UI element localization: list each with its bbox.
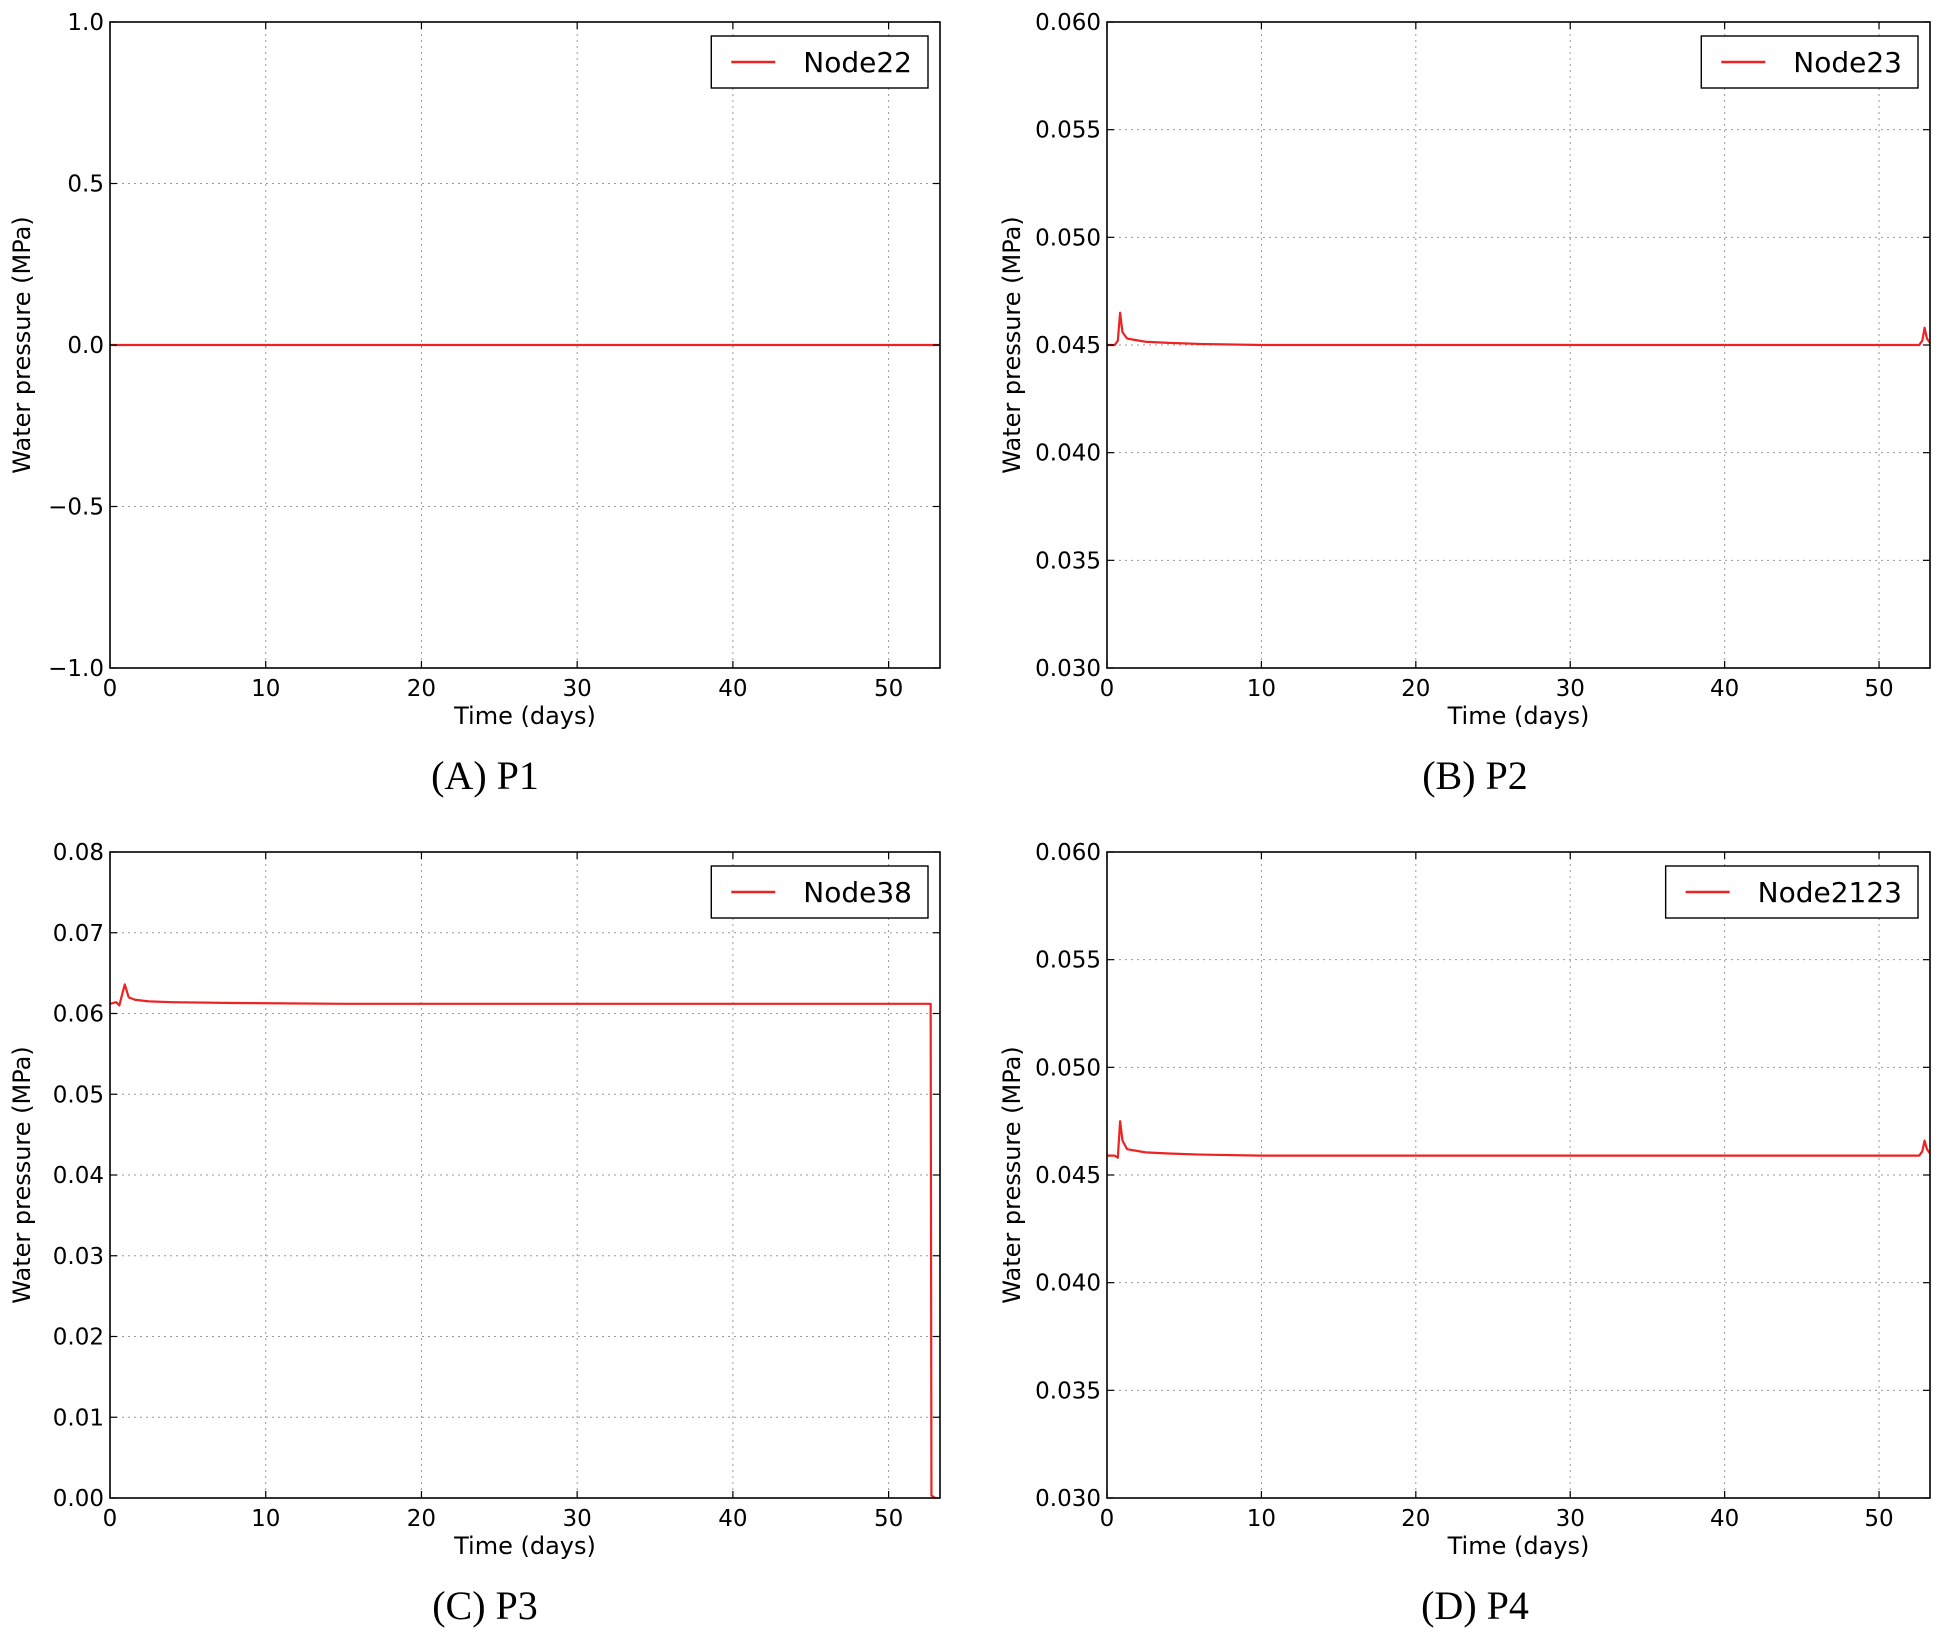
legend-box [710,35,929,89]
x-tick-label: 0 [1100,1506,1115,1532]
chart-svg-c: 0 10 20 30 40 50 0.08 0.07 0.06 0.05 0.04 0.03 0.02 0… [8,840,941,1560]
x-tick-label: 10 [251,676,280,702]
y-tick-label: 0.060 [1035,10,1101,36]
y-tick-label: 0.0 [67,333,104,359]
legend-label: Node38 [803,876,912,909]
y-axis-title: Water pressure (MPa) [8,216,36,473]
x-tick-label: 0 [1100,676,1115,702]
chart-caption-a: (A) P1 [431,753,539,798]
series-line [1107,311,1931,347]
x-tick-label: 30 [1556,1506,1585,1532]
x-tick-label: 50 [1864,1506,1893,1532]
y-tick-label: 0.5 [67,172,104,198]
y-tick-label: 0.055 [1035,948,1101,974]
x-tick-label: 10 [1247,1506,1276,1532]
plot-frame [1106,851,1931,1499]
chart-svg-d: 0 10 20 30 40 50 0.060 0.055 0.050 0.045 0.040 0.03… [998,840,1931,1560]
y-tick-label: 0.050 [1035,1055,1101,1081]
y-axis-title: Water pressure (MPa) [8,1046,36,1303]
chart-caption-c: (C) P3 [432,1583,538,1628]
chart-svg-a: 0 10 20 30 40 50 1.0 0.5 0.0 −0.5 −1.0 Time (days) W… [8,10,941,730]
x-tick-label: 20 [1401,676,1430,702]
x-tick-label: 40 [1710,676,1739,702]
chart-panel-a: 0 10 20 30 40 50 1.0 0.5 0.0 −0.5 −1.0 Time (days) W… [0,0,970,812]
legend-box [1700,35,1919,89]
y-tick-label: 0.030 [1035,1486,1101,1512]
y-tick-label: 0.040 [1035,441,1101,467]
x-tick-label: 40 [1710,1506,1739,1532]
y-tick-label: 0.05 [53,1082,104,1108]
y-tick-label: 0.06 [53,1002,104,1028]
x-axis-title: Time (days) [453,1532,596,1560]
series-line [1107,1120,1931,1159]
legend-label: Node23 [1793,46,1902,79]
y-tick-label: 0.050 [1035,225,1101,251]
x-tick-label: 30 [1556,676,1585,702]
x-tick-label: 50 [874,676,903,702]
y-tick-label: 0.01 [53,1405,104,1431]
legend-box [1664,865,1919,919]
legend-label: Node2123 [1758,876,1902,909]
chart-panel-c: 0 10 20 30 40 50 0.08 0.07 0.06 0.05 0.04 0.03 0.02 0… [0,830,970,1642]
x-tick-label: 20 [407,676,436,702]
y-tick-label: 0.035 [1035,1378,1101,1404]
x-tick-label: 10 [1247,676,1276,702]
chart-caption-b: (B) P2 [1422,753,1528,798]
x-tick-label: 50 [874,1506,903,1532]
y-tick-label: −1.0 [48,656,104,682]
y-tick-label: 0.035 [1035,548,1101,574]
x-axis-title: Time (days) [1447,1532,1590,1560]
y-tick-label: 0.02 [53,1325,104,1351]
y-axis-title: Water pressure (MPa) [998,1046,1026,1303]
y-tick-label: 0.07 [53,921,104,947]
x-tick-label: 20 [1401,1506,1430,1532]
chart-panel-d: 0 10 20 30 40 50 0.060 0.055 0.050 0.045 0.040 0.03… [990,830,1940,1642]
x-tick-label: 20 [407,1506,436,1532]
x-tick-label: 50 [1864,676,1893,702]
x-tick-label: 30 [563,1506,592,1532]
x-tick-label: 10 [251,1506,280,1532]
x-tick-label: 30 [563,676,592,702]
y-tick-label: 0.08 [53,840,104,866]
y-tick-label: 0.04 [53,1163,104,1189]
chart-caption-d: (D) P4 [1421,1583,1529,1628]
x-tick-label: 40 [718,676,747,702]
y-tick-label: 0.060 [1035,840,1101,866]
chart-panel-b: 0 10 20 30 40 50 0.060 0.055 0.050 0.045 0.040 0.03… [990,0,1940,812]
x-axis-title: Time (days) [1447,702,1590,730]
legend-label: Node22 [803,46,912,79]
y-tick-label: 0.045 [1035,333,1101,359]
y-tick-label: 1.0 [67,10,104,36]
y-tick-label: 0.030 [1035,656,1101,682]
x-tick-label: 0 [103,676,118,702]
x-tick-label: 40 [718,1506,747,1532]
x-axis-title: Time (days) [453,702,596,730]
x-tick-label: 0 [103,1506,118,1532]
y-tick-label: −0.5 [48,495,104,521]
chart-svg-b: 0 10 20 30 40 50 0.060 0.055 0.050 0.045 0.040 0.03… [998,10,1931,730]
y-tick-label: 0.055 [1035,118,1101,144]
series-line [109,983,936,1499]
y-tick-label: 0.040 [1035,1271,1101,1297]
y-tick-label: 0.045 [1035,1163,1101,1189]
y-tick-label: 0.00 [53,1486,104,1512]
y-tick-label: 0.03 [53,1244,104,1270]
y-axis-title: Water pressure (MPa) [998,216,1026,473]
